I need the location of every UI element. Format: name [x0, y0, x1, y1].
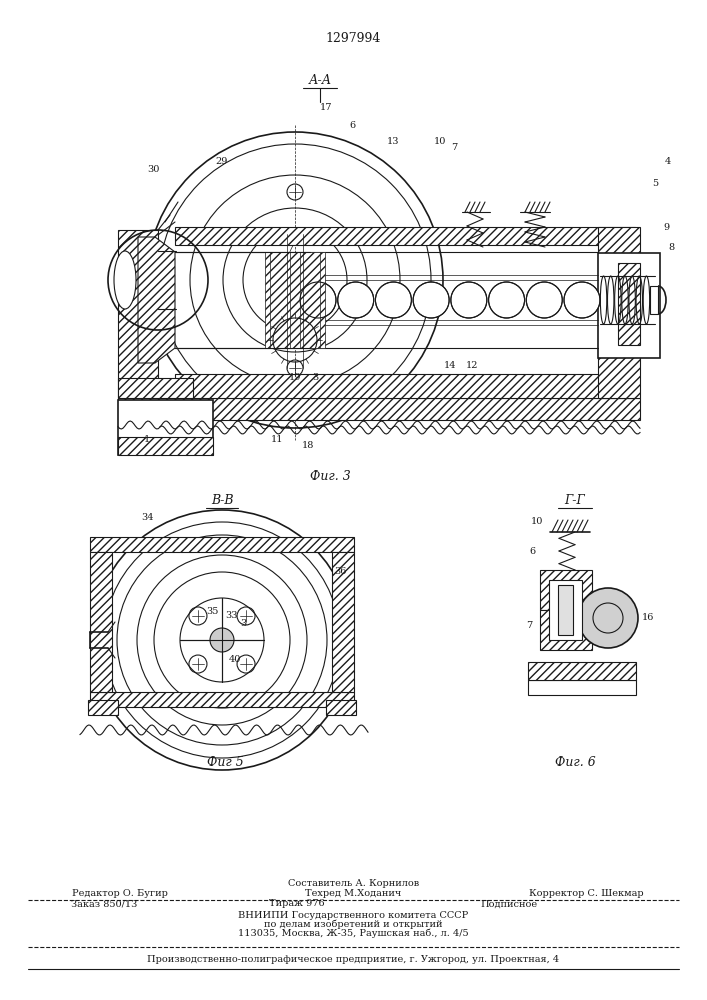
Bar — [598, 253, 660, 358]
Text: 34: 34 — [141, 514, 154, 522]
Circle shape — [578, 588, 638, 648]
Bar — [540, 610, 592, 650]
Bar — [528, 680, 636, 695]
Bar — [528, 662, 636, 680]
Text: 35: 35 — [206, 607, 218, 616]
Text: 33: 33 — [225, 611, 238, 620]
Text: Техред М.Ходанич: Техред М.Ходанич — [305, 888, 402, 898]
Bar — [598, 227, 640, 398]
Text: 29: 29 — [216, 157, 228, 166]
Text: по делам изобретений и открытий: по делам изобретений и открытий — [264, 919, 443, 929]
Text: А-А: А-А — [308, 74, 332, 87]
Text: 11: 11 — [271, 436, 284, 444]
Text: 1297994: 1297994 — [325, 31, 380, 44]
Text: 18: 18 — [302, 440, 314, 450]
Bar — [558, 585, 573, 635]
Text: Фиг 5: Фиг 5 — [206, 756, 243, 770]
Circle shape — [287, 272, 303, 288]
Bar — [118, 378, 193, 398]
Circle shape — [526, 282, 562, 318]
Text: Подписное: Подписное — [481, 900, 537, 908]
Text: 3: 3 — [312, 372, 318, 381]
Circle shape — [300, 282, 336, 318]
Circle shape — [338, 282, 374, 318]
Circle shape — [210, 628, 234, 652]
Text: Редактор О. Бугир: Редактор О. Бугир — [72, 888, 168, 898]
Text: 16: 16 — [642, 613, 654, 622]
Text: 14: 14 — [444, 360, 456, 369]
Text: Корректор С. Шекмар: Корректор С. Шекмар — [530, 888, 644, 898]
Text: В-В: В-В — [211, 493, 233, 506]
Text: 6: 6 — [529, 548, 535, 556]
Polygon shape — [138, 237, 175, 363]
Text: Г-Г: Г-Г — [565, 493, 585, 506]
Bar — [118, 230, 158, 398]
Bar — [287, 262, 303, 298]
Text: 19: 19 — [289, 372, 301, 381]
Text: 4: 4 — [665, 157, 671, 166]
Text: Производственно-полиграфическое предприятие, г. Ужгород, ул. Проектная, 4: Производственно-полиграфическое предприя… — [148, 956, 559, 964]
Text: Фиг. 3: Фиг. 3 — [310, 471, 351, 484]
Text: 5: 5 — [652, 180, 658, 188]
Text: 30: 30 — [147, 165, 159, 174]
Bar — [540, 570, 592, 610]
Bar — [650, 286, 658, 314]
Text: 8: 8 — [668, 243, 674, 252]
Bar — [175, 374, 635, 398]
Text: 17: 17 — [320, 103, 332, 111]
Bar — [332, 552, 354, 692]
Bar — [618, 263, 640, 345]
Text: 113035, Москва, Ж-35, Раушская наб., л. 4/5: 113035, Москва, Ж-35, Раушская наб., л. … — [238, 928, 469, 938]
Circle shape — [489, 282, 525, 318]
Text: 13: 13 — [387, 137, 399, 146]
Bar — [175, 227, 635, 245]
Text: 6: 6 — [349, 120, 355, 129]
Bar — [265, 252, 325, 348]
Bar — [300, 252, 320, 348]
Bar — [90, 692, 354, 707]
Text: 3: 3 — [240, 618, 246, 628]
Bar — [618, 260, 640, 345]
Text: 9: 9 — [663, 224, 669, 232]
Bar — [118, 437, 213, 455]
Text: Тираж 976: Тираж 976 — [269, 900, 325, 908]
Bar — [118, 400, 213, 455]
Text: Заказ 850/13: Заказ 850/13 — [71, 900, 137, 908]
Text: 40: 40 — [229, 656, 241, 664]
Text: ВНИИПИ Государственного комитета СССР: ВНИИПИ Государственного комитета СССР — [238, 910, 469, 920]
Bar — [90, 537, 354, 552]
Bar — [326, 700, 356, 715]
Ellipse shape — [114, 251, 136, 309]
Bar — [549, 580, 582, 640]
Circle shape — [413, 282, 449, 318]
Circle shape — [375, 282, 411, 318]
Text: 10: 10 — [531, 518, 543, 526]
Circle shape — [451, 282, 487, 318]
Circle shape — [564, 282, 600, 318]
Text: 36: 36 — [334, 568, 346, 576]
Text: Составитель А. Корнилов: Составитель А. Корнилов — [288, 880, 419, 888]
Text: 12: 12 — [466, 360, 478, 369]
Text: 10: 10 — [434, 137, 446, 146]
Text: 7: 7 — [526, 620, 532, 630]
Bar — [270, 252, 290, 348]
Text: 7: 7 — [451, 143, 457, 152]
Text: 1: 1 — [144, 436, 150, 444]
Bar — [88, 700, 118, 715]
Bar — [118, 398, 640, 420]
Text: Фиг. 6: Фиг. 6 — [554, 756, 595, 770]
Bar — [90, 552, 112, 692]
